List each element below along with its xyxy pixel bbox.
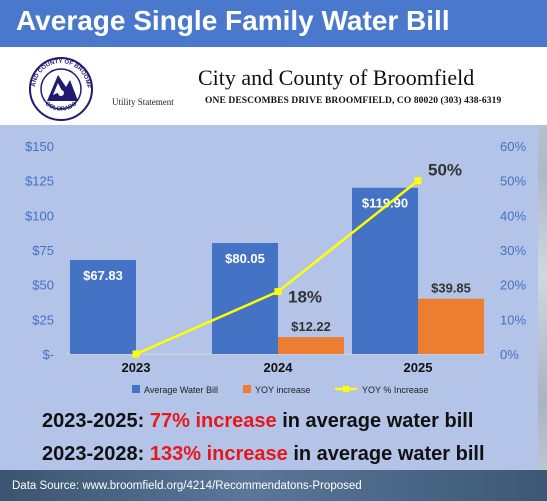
broomfield-seal-logo: CITY AND COUNTY OF BROOMFIELD COLORADO <box>20 55 93 121</box>
bar-average-data-label: $119.90 <box>362 196 408 211</box>
x-axis-category-label: 2025 <box>404 360 433 375</box>
bar-average-water-bill <box>70 259 136 354</box>
right-axis-tick-label: 10% <box>500 312 526 327</box>
stat-suffix: in average water bill <box>287 443 485 465</box>
bar-average-water-bill <box>352 187 418 354</box>
left-axis-tick-label: $25 <box>32 312 54 327</box>
letterhead: CITY AND COUNTY OF BROOMFIELD COLORADO U… <box>0 47 547 125</box>
stat-suffix: in average water bill <box>276 410 474 432</box>
stat-prefix: 2023-2028: <box>42 443 150 465</box>
x-axis-category-label: 2024 <box>264 360 294 375</box>
bar-average-water-bill <box>212 242 278 354</box>
left-axis-tick-label: $150 <box>25 139 54 154</box>
right-axis-tick-label: 50% <box>500 174 526 189</box>
right-axis-tick-label: 0% <box>500 347 519 362</box>
svg-text:COLORADO: COLORADO <box>44 101 79 113</box>
legend-label: YOY increase <box>255 385 310 395</box>
footer-band <box>0 470 547 501</box>
stat-line-2023-2028: 2023-2028: 133% increase in average wate… <box>42 443 485 466</box>
right-axis-tick-label: 40% <box>500 208 526 223</box>
background-photo-strip <box>538 0 547 501</box>
left-axis-tick-label: $- <box>42 347 54 362</box>
legend-label: Average Water Bill <box>144 385 218 395</box>
legend-swatch-average-water-bill <box>132 385 140 393</box>
left-axis-tick-label: $100 <box>25 208 54 223</box>
legend-swatch-yoy-increase <box>243 385 251 393</box>
water-bill-chart: $- $25 $50 $75 $100 $125 $150 0% 10% 20% 30% 40% 50%… <box>25 139 526 395</box>
line-data-label: 50% <box>428 161 462 180</box>
left-axis-tick-label: $50 <box>32 278 54 293</box>
utility-statement-label: Utility Statement <box>112 97 174 107</box>
x-axis-category-label: 2023 <box>122 360 151 375</box>
line-data-label: 18% <box>288 288 322 307</box>
seal-text-bottom: COLORADO <box>44 101 79 113</box>
bar-yoy-data-label: $12.22 <box>291 319 331 334</box>
organization-name: City and County of Broomfield <box>198 65 475 90</box>
right-axis-tick-label: 20% <box>500 278 526 293</box>
left-axis-tick-label: $125 <box>25 174 54 189</box>
bar-yoy-increase <box>278 337 344 354</box>
bar-yoy-increase <box>418 298 484 354</box>
title-bar: Average Single Family Water Bill <box>0 0 547 47</box>
organization-address: ONE DESCOMBES DRIVE BROOMFIELD, CO 80020… <box>205 96 502 106</box>
data-source: Data Source: www.broomfield.org/4214/Rec… <box>12 480 362 492</box>
bar-average-data-label: $80.05 <box>225 251 265 266</box>
stat-highlight: 133% increase <box>149 443 288 465</box>
line-point-yoy-percent <box>414 177 422 185</box>
legend-label: YOY % Increase <box>362 385 428 395</box>
legend-marker-yoy-percent <box>343 386 349 392</box>
line-point-yoy-percent <box>132 350 140 358</box>
bar-average-data-label: $67.83 <box>83 268 123 283</box>
bar-yoy-data-label: $39.85 <box>431 281 471 296</box>
page-title: Average Single Family Water Bill <box>16 5 450 36</box>
stat-prefix: 2023-2025: <box>42 410 150 432</box>
left-axis-tick-label: $75 <box>32 243 54 258</box>
stat-line-2023-2025: 2023-2025: 77% increase in average water… <box>42 410 473 433</box>
right-axis-tick-label: 60% <box>500 139 526 154</box>
line-point-yoy-percent <box>274 288 282 296</box>
right-axis-tick-label: 30% <box>500 243 526 258</box>
stat-highlight: 77% increase <box>149 410 277 432</box>
